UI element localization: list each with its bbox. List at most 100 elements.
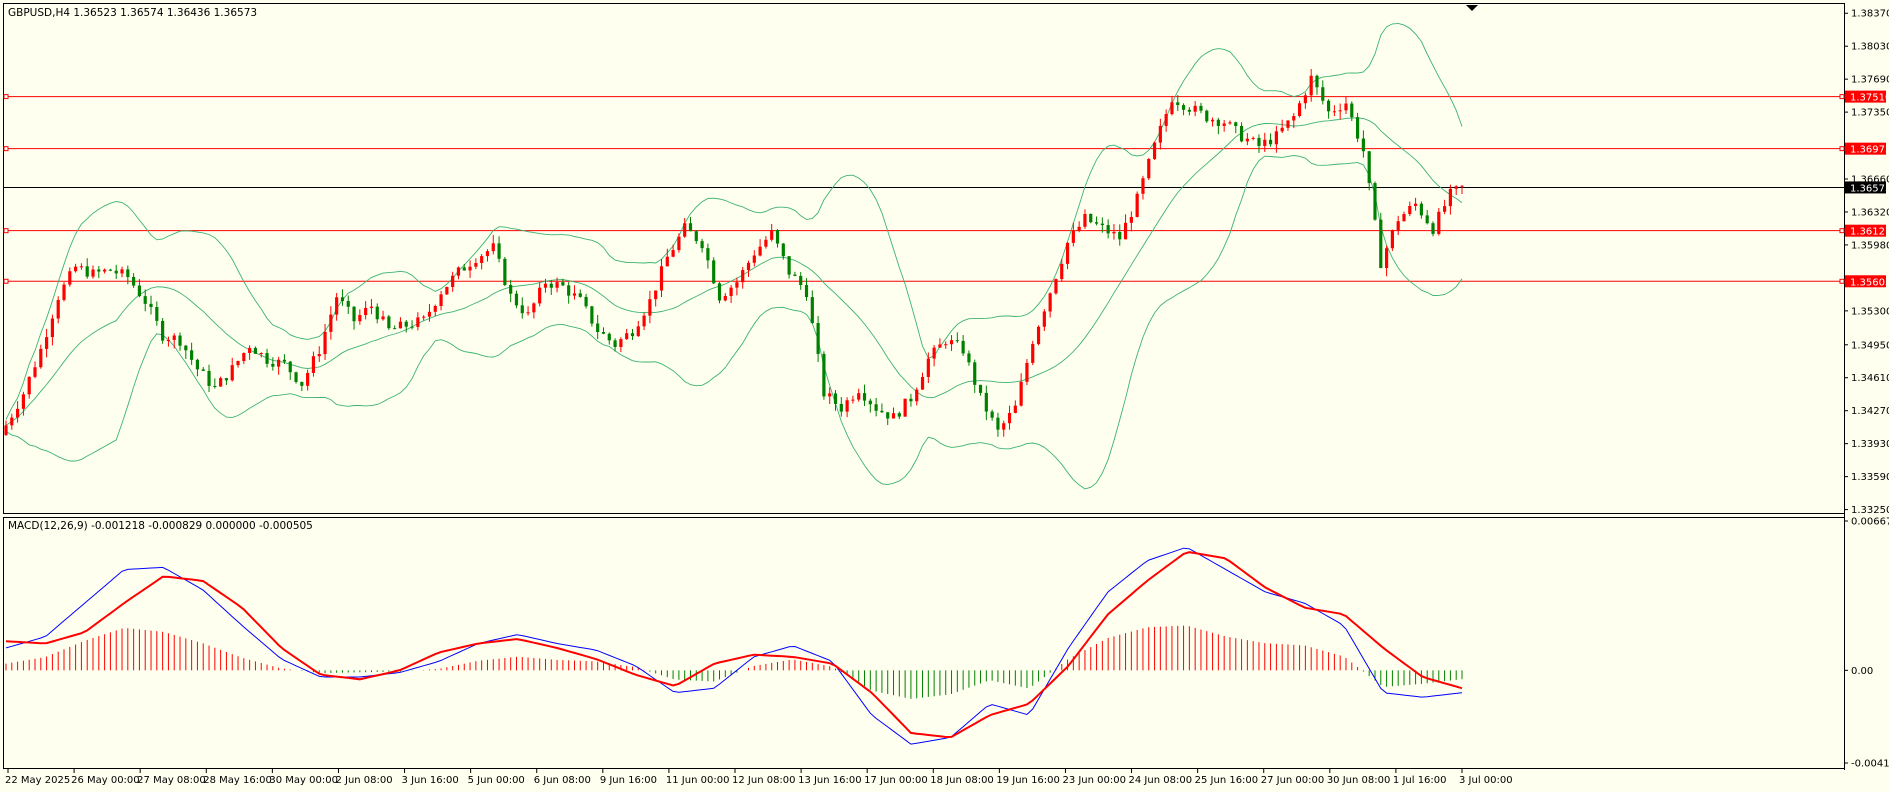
candle-body xyxy=(503,258,507,285)
candle-body xyxy=(949,340,954,345)
price-tick-label: 1.35980 xyxy=(1851,240,1889,251)
price-tick-label: 1.36320 xyxy=(1851,207,1889,218)
levels-layer: 1.37510 1.36973 1.36127 1.35605 1.36573 xyxy=(3,90,1889,288)
candle-body xyxy=(137,285,142,297)
candle-body xyxy=(149,303,153,308)
candle-body xyxy=(161,320,165,341)
candle-body xyxy=(346,301,350,307)
candle-body xyxy=(340,297,345,302)
candle-body xyxy=(596,323,600,333)
candle-body xyxy=(903,398,907,417)
candle-body xyxy=(1199,105,1203,111)
candle-body xyxy=(712,260,716,284)
candle-body xyxy=(665,256,669,267)
candle-body xyxy=(1164,114,1168,126)
level-handle-left[interactable] xyxy=(3,228,9,234)
macd-header: MACD(12,26,9) -0.001218 -0.000829 0.0000… xyxy=(8,520,313,532)
candle-body xyxy=(1286,120,1290,128)
candle-body xyxy=(1205,110,1209,122)
time-tick-label: 28 May 16:00 xyxy=(203,775,272,786)
candle-body xyxy=(1443,206,1447,212)
candle-body xyxy=(1118,231,1122,240)
candle-body xyxy=(781,243,785,257)
price-tick-label: 1.37350 xyxy=(1851,108,1889,119)
candle-body xyxy=(578,293,582,297)
candle-body xyxy=(1367,151,1371,184)
candle-body xyxy=(897,413,901,417)
candle-body xyxy=(1036,326,1041,345)
candle-body xyxy=(775,230,780,244)
candle-body xyxy=(439,294,443,306)
level-handle-right[interactable] xyxy=(1839,228,1845,234)
candle-body xyxy=(1419,203,1423,216)
candle-body xyxy=(746,262,751,271)
time-tick-label: 5 Jun 00:00 xyxy=(468,775,525,786)
candle-body xyxy=(909,398,913,402)
candle-body xyxy=(590,306,594,324)
price-tick-label: 1.36660 xyxy=(1851,175,1889,186)
candle-body xyxy=(752,255,756,263)
candle-body xyxy=(219,378,223,387)
candle-body xyxy=(1402,214,1406,222)
candle-body xyxy=(1361,138,1365,152)
time-tick-label: 3 Jul 00:00 xyxy=(1459,775,1513,786)
time-tick-label: 11 Jun 00:00 xyxy=(666,775,730,786)
time-tick-label: 1 Jul 16:00 xyxy=(1393,775,1447,786)
candle-body xyxy=(961,340,965,354)
candle-body xyxy=(735,282,739,288)
candle-body xyxy=(1355,117,1360,139)
candle-body xyxy=(567,285,571,296)
candle-body xyxy=(288,361,292,373)
candle-body xyxy=(659,266,664,291)
candle-body xyxy=(607,333,611,341)
candle-body xyxy=(404,321,408,327)
candle-body xyxy=(422,316,426,318)
level-handle-left[interactable] xyxy=(3,146,9,152)
candle-body xyxy=(172,335,176,341)
level-handle-right[interactable] xyxy=(1839,94,1845,100)
level-handle-left[interactable] xyxy=(3,278,9,284)
price-tick-label: 1.37690 xyxy=(1851,75,1889,86)
candle-body xyxy=(654,290,658,300)
symbol-header: GBPUSD,H4 1.36523 1.36574 1.36436 1.3657… xyxy=(8,7,257,19)
candle-body xyxy=(74,266,78,272)
candle-body xyxy=(1326,100,1331,112)
candle-body xyxy=(804,285,809,298)
candle-body xyxy=(584,296,588,307)
level-handle-left[interactable] xyxy=(3,94,9,100)
candle-body xyxy=(1216,119,1220,126)
candle-body xyxy=(445,286,449,295)
candle-body xyxy=(1013,405,1017,413)
candle-body xyxy=(1454,186,1458,189)
candle-body xyxy=(352,306,356,322)
candle-body xyxy=(862,393,867,401)
candle-body xyxy=(509,284,513,294)
candle-body xyxy=(1100,223,1104,226)
shift-marker-icon[interactable] xyxy=(1466,5,1478,11)
candle-body xyxy=(543,283,548,288)
candle-body xyxy=(625,333,629,340)
candle-body xyxy=(555,282,559,288)
time-tick-label: 30 May 00:00 xyxy=(269,775,338,786)
candle-body xyxy=(85,266,89,277)
candle-body xyxy=(880,410,884,413)
candle-body xyxy=(433,305,437,312)
candle-body xyxy=(1170,102,1174,115)
level-handle-right[interactable] xyxy=(1839,278,1845,284)
candle-body xyxy=(990,411,994,418)
candle-body xyxy=(114,270,118,274)
candle-body xyxy=(1141,178,1145,194)
candle-body xyxy=(839,403,843,412)
candle-body xyxy=(822,353,826,397)
candle-body xyxy=(1321,87,1325,101)
level-handle-right[interactable] xyxy=(1839,146,1845,152)
candle-body xyxy=(1315,75,1319,88)
candle-body xyxy=(532,303,536,313)
level-price-tag xyxy=(1845,224,1886,237)
candle-body xyxy=(1234,122,1238,127)
candle-body xyxy=(456,267,461,276)
level-price-label: 1.36973 xyxy=(1850,145,1889,156)
price-tick-label: 1.38030 xyxy=(1851,42,1889,53)
